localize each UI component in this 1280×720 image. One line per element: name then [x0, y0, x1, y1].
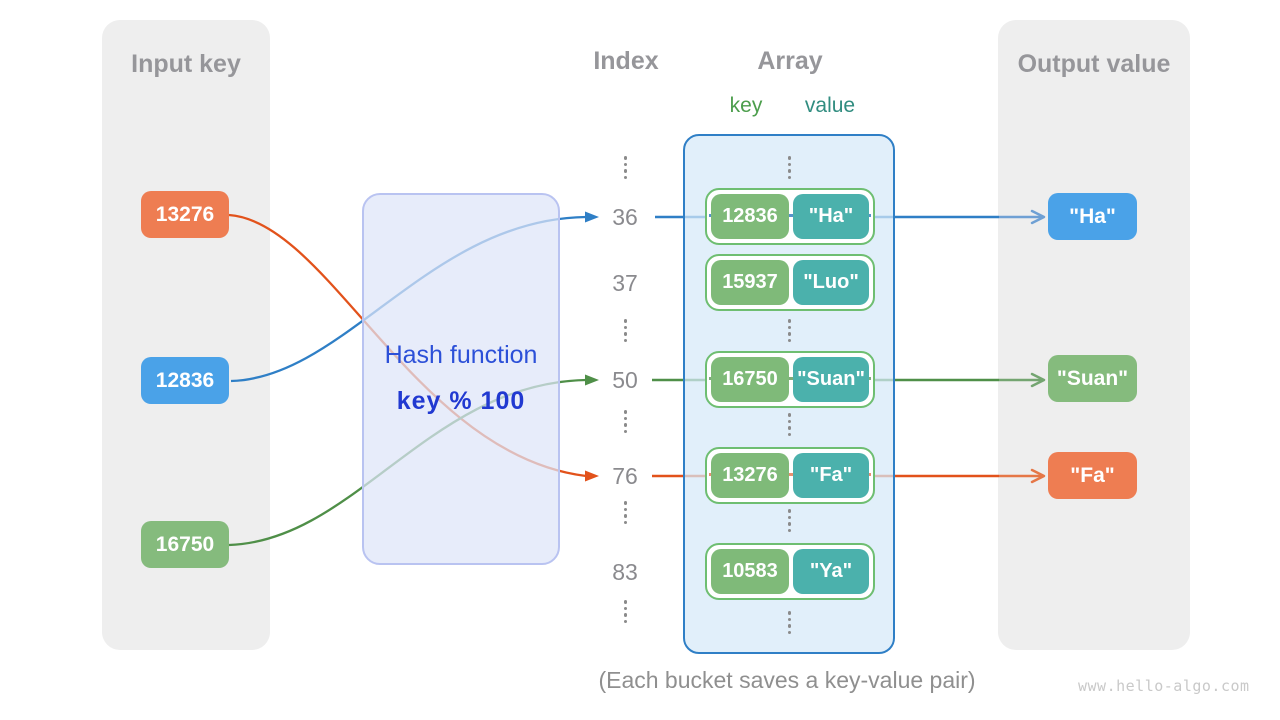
output-value-panel: Output value — [998, 20, 1190, 650]
ellipsis-icon — [787, 509, 792, 533]
through-line — [709, 377, 871, 380]
ellipsis-icon — [623, 501, 628, 525]
bucket-pair: 16750 "Suan" — [705, 351, 875, 408]
arrowhead-blue-index-icon — [585, 211, 599, 223]
arrowhead-green-output-icon — [1030, 372, 1046, 388]
output-panel-title: Output value — [1017, 50, 1171, 78]
index-value: 76 — [612, 463, 638, 489]
arrowhead-green-index-icon — [585, 374, 599, 386]
caption: (Each bucket saves a key-value pair) — [598, 667, 976, 693]
bucket-key: 13276 — [711, 453, 789, 498]
input-key-chip: 12836 — [141, 357, 229, 404]
bucket-pair: 10583 "Ya" — [705, 543, 875, 600]
ellipsis-icon — [787, 611, 792, 635]
arrowhead-blue-output-icon — [1030, 209, 1046, 225]
watermark: www.hello-algo.com — [1078, 677, 1250, 695]
bucket-value: "Fa" — [793, 453, 869, 498]
arrowhead-orange-output-icon — [1030, 468, 1046, 484]
bucket-key: 15937 — [711, 260, 789, 305]
hash-function-title: Hash function — [384, 341, 538, 369]
index-value: 36 — [612, 204, 638, 230]
hash-function-box: Hash function key % 100 — [362, 193, 560, 565]
bucket-key: 12836 — [711, 194, 789, 239]
ellipsis-icon — [623, 410, 628, 434]
array-column-title: Array — [757, 47, 823, 75]
ellipsis-icon — [787, 319, 792, 343]
bucket-pair: 12836 "Ha" — [705, 188, 875, 245]
bucket-value: "Ha" — [793, 194, 869, 239]
index-value: 83 — [612, 559, 638, 585]
value-column-label: value — [804, 94, 856, 117]
bucket-value: "Luo" — [793, 260, 869, 305]
output-value-chip: "Suan" — [1048, 355, 1137, 402]
bucket-key: 16750 — [711, 357, 789, 402]
index-value: 50 — [612, 367, 638, 393]
output-value-chip: "Fa" — [1048, 452, 1137, 499]
ellipsis-icon — [787, 156, 792, 180]
ellipsis-icon — [787, 413, 792, 437]
ellipsis-icon — [623, 600, 628, 624]
ellipsis-icon — [623, 156, 628, 180]
bucket-pair: 13276 "Fa" — [705, 447, 875, 504]
bucket-value: "Ya" — [793, 549, 869, 594]
hash-function-formula: key % 100 — [396, 387, 526, 415]
output-value-chip: "Ha" — [1048, 193, 1137, 240]
bucket-key: 10583 — [711, 549, 789, 594]
through-line — [709, 214, 871, 217]
bucket-pair: 15937 "Luo" — [705, 254, 875, 311]
index-value: 37 — [612, 270, 638, 296]
ellipsis-icon — [623, 319, 628, 343]
arrowhead-orange-index-icon — [585, 470, 599, 482]
key-column-label: key — [729, 94, 763, 117]
input-key-chip: 13276 — [141, 191, 229, 238]
bucket-value: "Suan" — [793, 357, 869, 402]
input-panel-title: Input key — [131, 50, 241, 78]
index-column-title: Index — [593, 47, 659, 75]
through-line — [709, 473, 871, 476]
input-key-chip: 16750 — [141, 521, 229, 568]
